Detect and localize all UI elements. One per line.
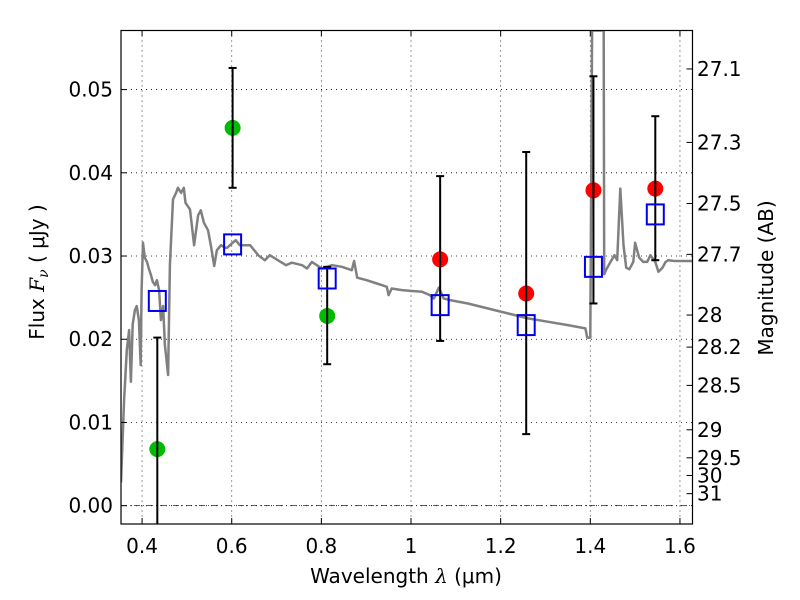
- x-axis-title: Wavelength λ (μm): [310, 564, 502, 588]
- y2-tick-label: 27.1: [697, 57, 742, 81]
- plot-frame: [120, 29, 694, 525]
- y-axis-title-symbol: F: [25, 277, 49, 293]
- y2-tick-label: 27.7: [697, 242, 742, 266]
- x-tick-label: 1.4: [574, 534, 606, 558]
- y-axis-title-subscript: ν: [36, 269, 52, 278]
- y2-tick-label: 29: [697, 418, 722, 442]
- axis-ticks: [121, 30, 693, 524]
- x-tick-label: 0.4: [126, 534, 158, 558]
- model-photometry-square: [583, 255, 603, 278]
- y-tick-label: 0.00: [68, 494, 113, 518]
- x-tick-label: 1.2: [485, 534, 517, 558]
- model-photometry-square: [645, 203, 665, 226]
- y-axis-title-prefix: Flux: [25, 292, 49, 340]
- markers: [147, 119, 665, 458]
- y2-tick-label: 27.3: [697, 130, 742, 154]
- x-tick-label: 0.8: [305, 534, 337, 558]
- x-axis-title-suffix: (μm): [448, 564, 502, 588]
- model-photometry-square: [516, 314, 536, 337]
- x-axis-title-prefix: Wavelength: [310, 564, 435, 588]
- y-tick-label: 0.04: [68, 161, 113, 185]
- y-axis-title: Flux Fν ( μJy ): [25, 204, 52, 339]
- y2-tick-label: 28.2: [697, 335, 742, 359]
- x-tick-label: 1.6: [664, 534, 696, 558]
- y-tick-label: 0.05: [68, 78, 113, 102]
- y2-tick-label: 28.5: [697, 373, 742, 397]
- model-spectrum-line: [121, 30, 693, 483]
- y-tick-label: 0.02: [68, 327, 113, 351]
- x-tick-label: 0.6: [216, 534, 248, 558]
- model-photometry-square: [317, 267, 337, 290]
- y2-tick-label: 28: [697, 303, 722, 327]
- y2-tick-label: 30: [697, 463, 722, 487]
- model-photometry-square: [430, 294, 450, 317]
- y-tick-label: 0.01: [68, 410, 113, 434]
- model-photometry-square: [147, 289, 167, 312]
- y2-axis-title: Magnitude (AB): [754, 200, 778, 355]
- model-photometry-square: [223, 233, 243, 256]
- y-tick-labels: 0.00 0.01 0.02 0.03 0.04 0.05: [68, 78, 113, 518]
- y-tick-label: 0.03: [68, 244, 113, 268]
- y2-tick-label: 31: [697, 482, 722, 506]
- x-tick-labels: 0.4 0.6 0.8 1 1.2 1.4 1.6: [126, 534, 696, 558]
- y2-tick-label: 27.5: [697, 192, 742, 216]
- y2-tick-label: 29.5: [697, 446, 742, 470]
- x-tick-label: 1: [405, 534, 418, 558]
- x-axis-title-symbol: λ: [434, 564, 448, 588]
- plot-area: [121, 30, 693, 524]
- y-axis-title-suffix: ( μJy ): [25, 204, 49, 269]
